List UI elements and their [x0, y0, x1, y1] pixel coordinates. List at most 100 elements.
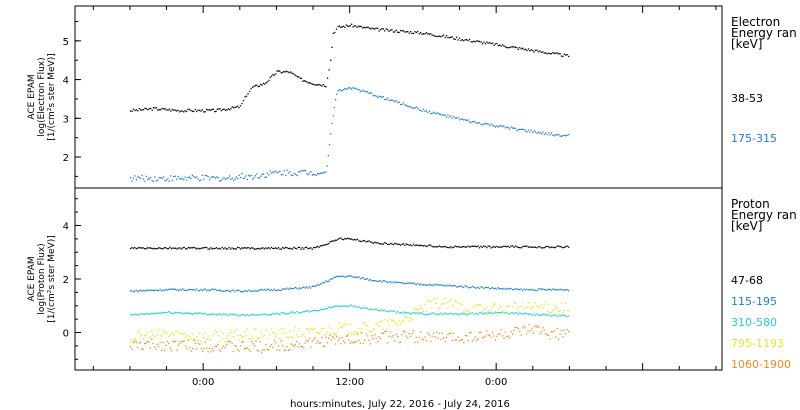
data-point [193, 339, 195, 341]
data-point [129, 290, 132, 292]
data-point [395, 312, 397, 314]
data-point [182, 333, 184, 336]
data-point [384, 280, 386, 282]
data-point [162, 332, 164, 335]
data-point [387, 243, 389, 246]
data-point [131, 180, 133, 182]
data-point [279, 248, 281, 250]
data-point [273, 171, 275, 173]
data-point [245, 347, 247, 349]
data-point [213, 314, 215, 316]
data-point [455, 286, 458, 288]
data-point [375, 242, 377, 244]
data-point [356, 276, 359, 278]
data-point [321, 327, 323, 329]
data-point [135, 248, 137, 250]
data-point [225, 248, 227, 250]
data-point [165, 247, 167, 249]
data-point [440, 312, 442, 314]
data-point [194, 342, 196, 345]
data-point [354, 305, 356, 307]
data-point [218, 247, 220, 249]
data-point [137, 110, 139, 112]
data-point [481, 124, 484, 126]
data-point [249, 90, 251, 93]
data-point [220, 179, 222, 182]
data-point [309, 82, 311, 84]
data-point [399, 323, 402, 325]
data-point [222, 313, 225, 315]
data-point [142, 178, 145, 180]
data-point [371, 280, 373, 282]
data-point [152, 343, 154, 345]
data-point [418, 244, 420, 247]
data-point [148, 247, 150, 249]
data-point [534, 302, 537, 304]
data-point [132, 177, 135, 179]
data-point [507, 335, 509, 337]
data-point [283, 312, 285, 314]
data-point [203, 178, 205, 180]
data-point [224, 313, 226, 316]
data-point [228, 332, 230, 334]
data-point [490, 247, 492, 249]
data-point [476, 305, 478, 308]
data-point [460, 118, 462, 120]
data-point [266, 81, 269, 83]
data-point [365, 278, 367, 280]
data-point [242, 341, 244, 343]
data-point [232, 336, 235, 338]
data-point [397, 281, 399, 284]
data-point [457, 39, 459, 41]
data-point [286, 336, 288, 338]
data-point [169, 334, 171, 336]
data-point [552, 134, 554, 136]
data-point [429, 301, 431, 303]
data-point [388, 281, 390, 284]
data-point [506, 311, 508, 313]
data-point [168, 288, 170, 291]
data-point [146, 247, 149, 249]
data-point [506, 46, 508, 49]
data-point [183, 340, 185, 342]
data-point [513, 329, 515, 332]
data-point [566, 134, 568, 136]
data-point [226, 177, 228, 180]
data-point [437, 313, 439, 315]
data-point [560, 329, 563, 332]
data-point [428, 334, 430, 336]
data-point [129, 177, 132, 179]
data-point [500, 288, 502, 290]
data-point [319, 245, 322, 247]
data-point [560, 246, 563, 248]
data-point [349, 275, 351, 277]
data-point [238, 350, 240, 352]
data-point [221, 347, 223, 349]
data-point [477, 286, 479, 288]
data-point [234, 106, 236, 108]
data-point [458, 37, 461, 39]
data-point [542, 327, 544, 329]
data-point [270, 289, 273, 291]
data-point [421, 284, 423, 286]
data-point [276, 70, 278, 72]
data-point [334, 276, 336, 278]
data-point [501, 126, 504, 128]
data-point [318, 173, 320, 175]
data-point [536, 325, 539, 327]
data-point [499, 125, 501, 127]
data-point [414, 31, 416, 33]
data-point [293, 312, 295, 314]
data-point [275, 342, 277, 344]
data-point [144, 313, 146, 315]
data-point [276, 290, 278, 292]
data-point [550, 315, 552, 317]
data-point [279, 289, 281, 291]
data-point [142, 109, 145, 111]
data-point [434, 35, 436, 37]
data-point [208, 314, 211, 316]
data-point [328, 69, 330, 71]
data-point [211, 313, 213, 315]
data-point [453, 314, 455, 316]
data-point [135, 341, 137, 344]
